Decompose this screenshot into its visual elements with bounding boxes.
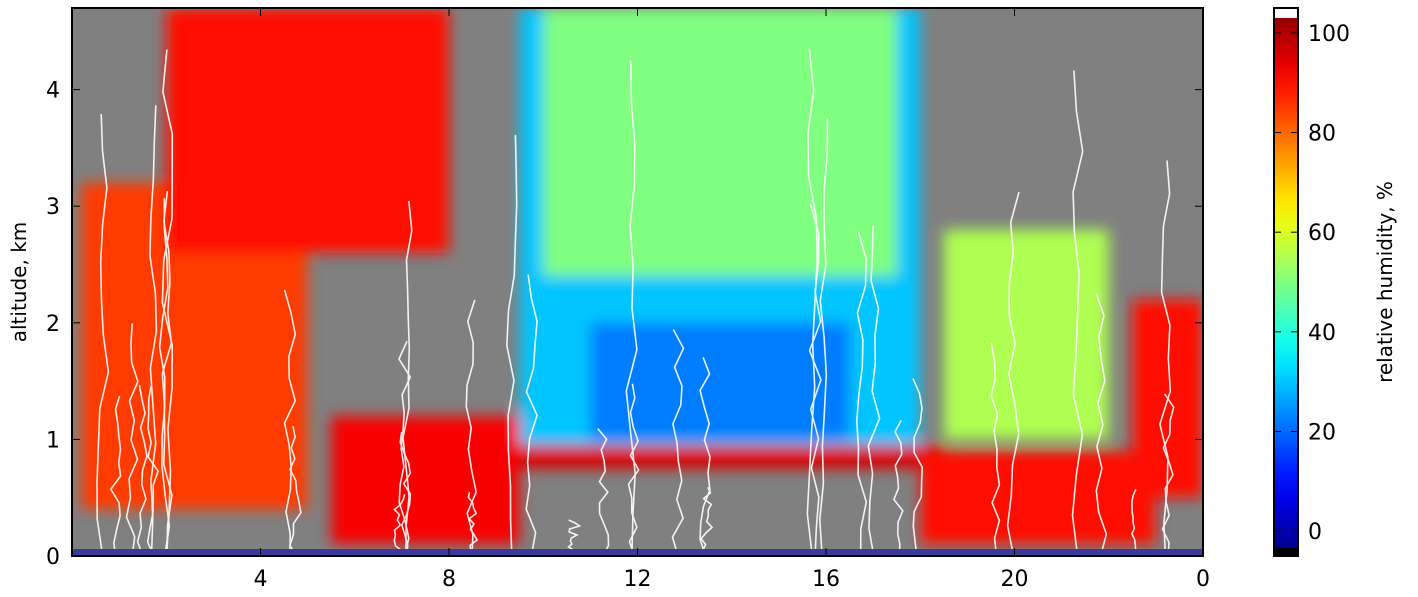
colorbar-label: relative humidity, % — [1373, 181, 1397, 383]
y-axis-label: altitude, km — [7, 222, 31, 343]
contour-line — [505, 134, 518, 556]
y-tick-label: 3 — [46, 195, 60, 220]
contour-line — [627, 383, 640, 556]
x-tick-label: 4 — [254, 567, 268, 592]
contour-line — [1071, 70, 1084, 556]
contour-line — [1159, 160, 1172, 556]
colorbar-gradient — [1274, 8, 1298, 556]
contour-line — [465, 299, 478, 556]
contour-line — [855, 231, 868, 556]
contour-line — [467, 491, 479, 556]
y-tick-label: 2 — [46, 312, 60, 337]
humidity-region-9 — [166, 8, 449, 253]
contour-line — [1006, 191, 1020, 556]
x-tick-label: 12 — [624, 567, 652, 592]
colorbar-under-swatch — [1274, 548, 1298, 556]
contour-line — [867, 225, 881, 556]
colorbar-tick-label: 80 — [1308, 122, 1336, 147]
humidity-region-1 — [590, 322, 850, 440]
colorbar-tick-label: 40 — [1308, 321, 1336, 346]
colorbar: 0 20 40 60 80 100 relative humidity, % — [1273, 7, 1397, 557]
x-tick-label: 16 — [812, 567, 840, 592]
contour-line — [125, 323, 139, 556]
contour-line — [700, 486, 714, 556]
humidity-region-5 — [920, 451, 1156, 545]
contour-line — [136, 384, 148, 556]
x-tick-label: 8 — [442, 567, 456, 592]
contour-line — [597, 428, 610, 556]
contour-line — [393, 494, 406, 556]
heatmap-clip-group — [72, 8, 1203, 556]
plot-area — [71, 7, 1204, 557]
humidity-region-4 — [331, 416, 520, 545]
contour-line — [161, 49, 174, 556]
contour-line — [699, 357, 711, 556]
contour-line — [525, 274, 538, 556]
colorbar-tick-label: 100 — [1308, 22, 1350, 47]
contour-line — [1095, 293, 1108, 556]
colorbar-tick-label: 0 — [1308, 520, 1322, 545]
colorbar-frame — [1273, 7, 1299, 557]
contour-line — [808, 203, 822, 556]
x-tick-label: 0 — [1196, 567, 1210, 592]
humidity-field — [81, 8, 1203, 545]
contour-line — [96, 113, 110, 556]
contour-line — [990, 342, 1001, 556]
y-tick-label: 4 — [46, 79, 60, 104]
x-tick-label: 20 — [1001, 567, 1029, 592]
contour-line — [806, 48, 819, 556]
contour-line — [671, 329, 685, 556]
contour-line — [1161, 393, 1175, 556]
contour-line — [1131, 489, 1138, 556]
contour-line — [625, 60, 638, 556]
humidity-region-3 — [472, 445, 944, 469]
y-tick-label: 1 — [46, 428, 60, 453]
contour-line — [892, 420, 904, 556]
contour-line — [402, 200, 413, 556]
colorbar-tick-label: 60 — [1308, 221, 1336, 246]
contour-line — [161, 190, 173, 556]
contour-line — [109, 395, 122, 556]
contour-line — [149, 105, 158, 556]
contour-line — [289, 426, 302, 556]
colorbar-over-swatch — [1274, 8, 1298, 18]
contour-line — [158, 198, 171, 556]
y-tick-label: 0 — [46, 545, 60, 570]
contour-line — [818, 118, 829, 556]
humidity-region-7 — [943, 229, 1109, 440]
contour-line — [912, 378, 924, 556]
contour-line — [146, 385, 159, 556]
humidity-region-2 — [543, 8, 897, 277]
colorbar-tick-label: 20 — [1308, 420, 1336, 445]
contour-line — [283, 289, 297, 556]
